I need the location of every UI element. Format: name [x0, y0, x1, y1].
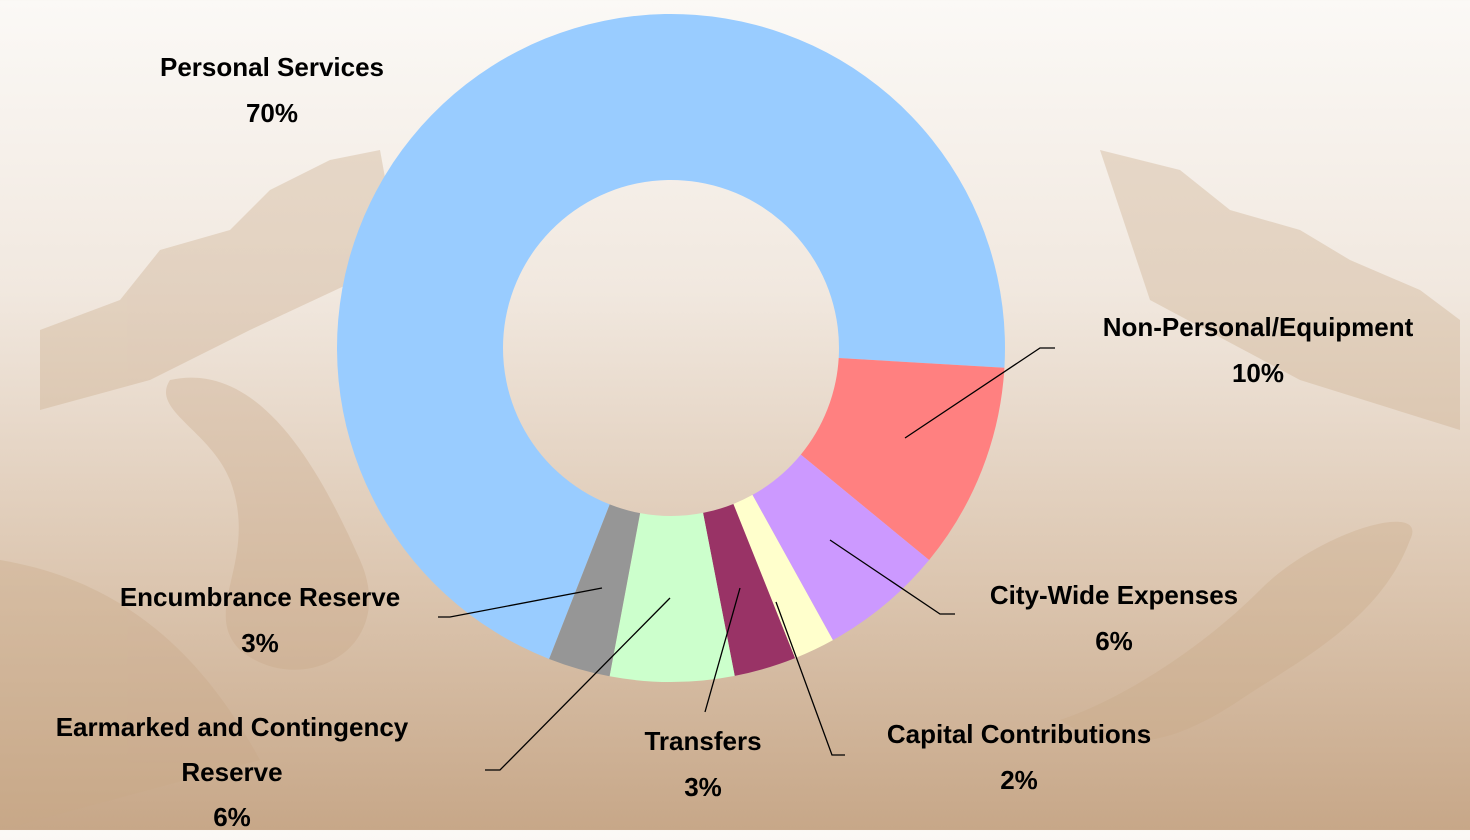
- label-value: 3%: [684, 772, 722, 802]
- label-value: 10%: [1231, 358, 1285, 388]
- leader-line: [485, 597, 671, 771]
- label-name: Earmarked and Contingency Reserve: [55, 712, 409, 787]
- label-name: Capital Contributions: [886, 719, 1152, 749]
- slice-label: City-Wide Expenses 6%: [990, 572, 1238, 664]
- slice-label: Earmarked and Contingency Reserve 6%: [12, 705, 452, 840]
- slice-label: Non-Personal/Equipment 10%: [1103, 304, 1414, 396]
- slice-label: Encumbrance Reserve 3%: [120, 574, 400, 666]
- label-name: City-Wide Expenses: [989, 580, 1239, 610]
- label-value: 3%: [241, 628, 279, 658]
- leader-line: [704, 587, 741, 713]
- leader-line: [904, 347, 1055, 439]
- slice-label: Personal Services 70%: [160, 44, 384, 136]
- label-name: Encumbrance Reserve: [119, 582, 401, 612]
- leader-lines: [438, 347, 1055, 771]
- label-value: 6%: [213, 802, 251, 832]
- donut-slice: [733, 494, 833, 659]
- label-value: 70%: [245, 98, 299, 128]
- label-value: 6%: [1095, 626, 1133, 656]
- slice-label: Capital Contributions 2%: [887, 711, 1151, 803]
- background-decor: [0, 150, 1460, 830]
- leader-line: [829, 539, 955, 615]
- donut: [336, 14, 1005, 683]
- donut-slice: [800, 357, 1005, 560]
- donut-slice: [703, 503, 796, 676]
- leader-line: [775, 601, 845, 756]
- label-name: Non-Personal/Equipment: [1102, 312, 1414, 342]
- label-value: 2%: [1000, 765, 1038, 795]
- label-name: Transfers: [644, 726, 762, 756]
- donut-slice: [336, 14, 1005, 659]
- label-name: Personal Services: [159, 52, 385, 82]
- leader-line: [438, 587, 603, 618]
- donut-slice: [609, 512, 735, 683]
- donut-slice: [549, 504, 641, 677]
- slice-label: Transfers 3%: [644, 718, 761, 810]
